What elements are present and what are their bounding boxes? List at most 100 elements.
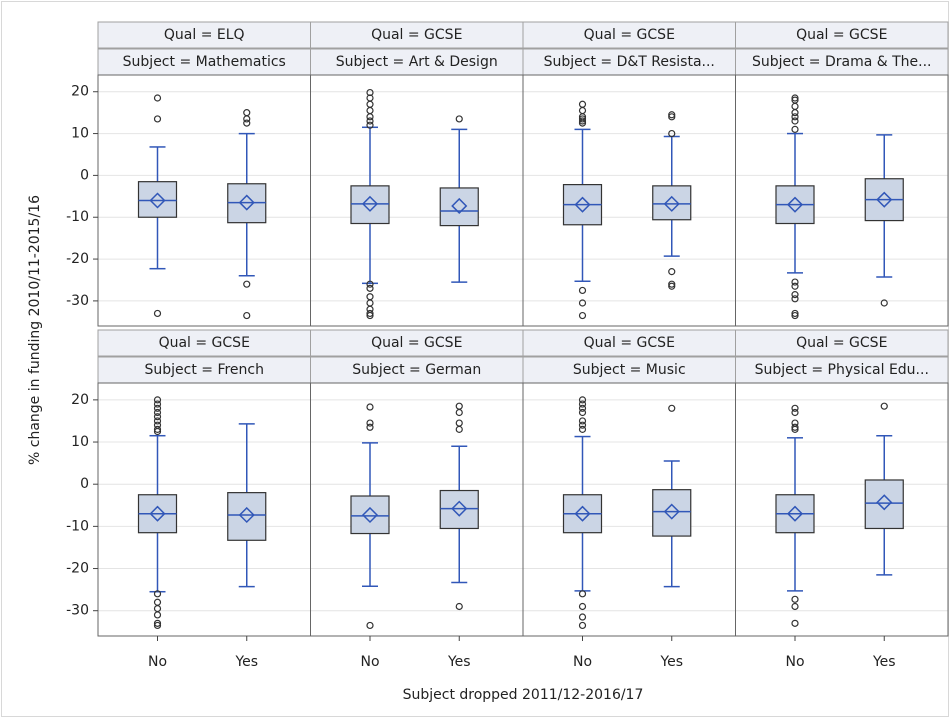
panel-header <box>522 21 736 49</box>
outlier <box>153 115 162 123</box>
x-tick-label: Yes <box>872 654 896 670</box>
y-tick-label: -20 <box>66 561 89 577</box>
y-tick-label: -10 <box>66 209 89 225</box>
outlier <box>366 423 374 431</box>
outlier <box>578 590 587 598</box>
outlier <box>791 311 799 320</box>
outlier <box>791 408 799 417</box>
outlier <box>243 280 251 288</box>
outlier <box>153 417 162 425</box>
panel-header <box>97 329 311 357</box>
box <box>439 187 479 227</box>
outlier <box>791 94 799 102</box>
outlier <box>578 404 587 412</box>
box <box>350 495 390 535</box>
panel-qual: Qual = GCSE <box>796 335 887 351</box>
box <box>350 185 390 225</box>
outlier <box>791 619 799 627</box>
panel-qual: Qual = GCSE <box>584 27 675 43</box>
outlier <box>791 117 799 125</box>
outlier <box>668 282 676 290</box>
box <box>227 492 267 541</box>
mean-marker <box>574 196 591 213</box>
outlier <box>791 602 799 611</box>
outlier <box>455 425 463 433</box>
outlier <box>578 621 587 630</box>
outlier <box>153 408 162 417</box>
outlier <box>366 284 374 292</box>
mean-marker <box>786 196 804 213</box>
outlier <box>153 94 162 102</box>
outlier <box>578 417 587 425</box>
y-tick-label: 10 <box>71 434 89 450</box>
outlier <box>366 117 374 125</box>
panel-header <box>522 329 736 357</box>
x-tick-label: Yes <box>659 654 683 670</box>
panel-header <box>735 356 949 384</box>
outlier <box>578 425 587 433</box>
outlier <box>668 268 676 276</box>
panel-header <box>310 48 524 76</box>
outlier <box>578 119 587 127</box>
outlier <box>366 419 374 427</box>
y-tick-label: -20 <box>66 251 89 267</box>
outlier <box>791 425 799 433</box>
outlier <box>366 280 374 288</box>
outlier <box>791 109 799 117</box>
outlier <box>153 400 162 408</box>
mean-marker <box>451 500 468 517</box>
panel-header <box>97 21 311 49</box>
panel-qual: Qual = GCSE <box>796 27 887 43</box>
mean-marker <box>574 505 591 522</box>
panel-qual: Qual = GCSE <box>371 335 462 351</box>
x-tick-label: No <box>573 654 592 670</box>
outlier <box>366 403 374 411</box>
box <box>864 479 904 530</box>
panel-header <box>522 48 736 76</box>
mean-marker <box>786 505 804 522</box>
outlier <box>578 408 587 417</box>
outlier <box>578 117 587 125</box>
x-tick-label: Yes <box>447 654 471 670</box>
outlier <box>791 404 799 412</box>
outlier <box>366 309 374 318</box>
panel-header <box>735 48 949 76</box>
outlier <box>455 408 463 417</box>
outlier <box>366 121 374 129</box>
mean-marker <box>451 197 468 214</box>
panel-header <box>310 356 524 384</box>
outlier <box>791 113 799 121</box>
x-axis-label: Subject dropped 2011/12-2016/17 <box>403 687 644 703</box>
panel-frame <box>735 382 949 637</box>
panel-qual: Qual = GCSE <box>371 27 462 43</box>
panel-qual: Qual = ELQ <box>164 27 245 43</box>
panel-qual: Qual = GCSE <box>584 335 675 351</box>
outlier <box>578 400 587 408</box>
panel-subject: Subject = Music <box>573 362 686 378</box>
panel-subject: Subject = French <box>144 362 264 378</box>
outlier <box>668 280 676 288</box>
y-axis-label: % change in funding 2010/11-2015/16 <box>27 195 43 465</box>
box <box>652 489 692 537</box>
outlier <box>366 311 374 320</box>
outlier <box>578 613 587 621</box>
outlier <box>243 119 251 127</box>
panel-frame <box>735 74 949 327</box>
mean-marker <box>876 494 893 511</box>
outlier <box>455 115 463 123</box>
outlier <box>153 427 162 436</box>
panel-subject: Subject = Mathematics <box>123 54 286 70</box>
panel-header <box>735 21 949 49</box>
outlier <box>668 129 676 138</box>
outlier <box>153 396 162 404</box>
outlier <box>791 295 799 303</box>
y-tick-label: -10 <box>66 518 89 534</box>
outlier <box>668 111 676 119</box>
y-tick-label: -30 <box>66 293 89 309</box>
outlier <box>578 115 587 123</box>
panel-subject: Subject = German <box>352 362 481 378</box>
panel-header <box>522 356 736 384</box>
outlier <box>366 621 374 630</box>
outlier <box>791 125 799 133</box>
outlier <box>791 282 799 290</box>
